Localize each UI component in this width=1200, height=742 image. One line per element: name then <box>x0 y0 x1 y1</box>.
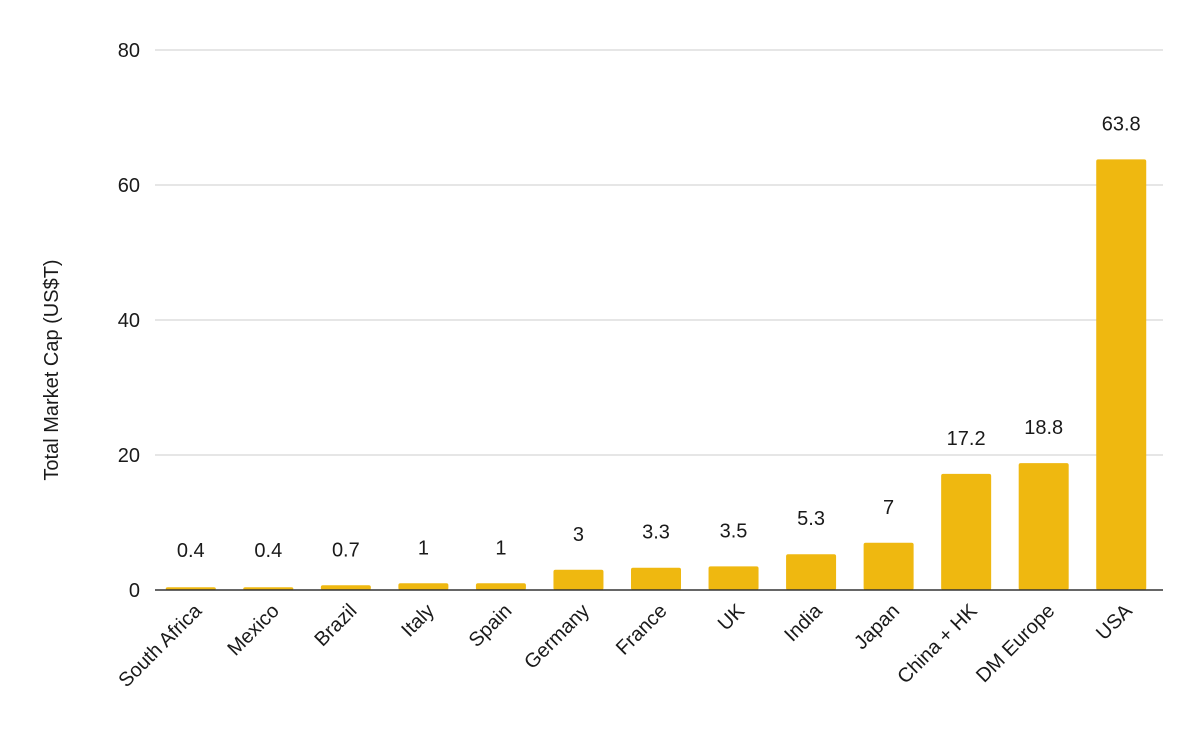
x-category-label: Germany <box>520 600 594 674</box>
data-label: 0.4 <box>254 540 282 562</box>
data-labels: 0.4 0.4 0.7 1 1 3 3.3 3.5 5.3 7 17.2 18.8 63.8 <box>177 113 1141 562</box>
y-tick-label: 0 <box>129 580 140 602</box>
y-tick-label: 20 <box>118 445 140 467</box>
data-label: 0.4 <box>177 540 205 562</box>
bar <box>553 569 604 590</box>
x-category-label: Brazil <box>310 600 361 651</box>
x-category-label: DM Europe <box>972 600 1059 687</box>
y-axis-ticks: 0 20 40 60 80 <box>118 40 140 602</box>
y-tick-label: 60 <box>118 175 140 197</box>
gridlines <box>155 49 1163 456</box>
y-tick-label: 40 <box>118 310 140 332</box>
x-category-label: Japan <box>850 600 904 654</box>
bar <box>398 583 449 590</box>
data-label: 17.2 <box>947 428 986 450</box>
y-tick-label: 80 <box>118 40 140 62</box>
y-axis-title: Total Market Cap (US$T) <box>41 259 63 480</box>
data-label: 1 <box>495 537 506 559</box>
data-label: 5.3 <box>797 508 825 530</box>
bar <box>320 585 371 590</box>
data-label: 3.3 <box>642 522 670 544</box>
x-category-label: India <box>780 599 827 646</box>
bar <box>475 583 526 590</box>
x-axis-category-labels: South Africa Mexico Brazil Italy Spain German… <box>114 599 1137 691</box>
bar <box>863 542 914 590</box>
bar <box>708 566 759 590</box>
x-category-label: China + HK <box>893 600 982 689</box>
x-category-label: Spain <box>465 600 517 652</box>
data-label: 1 <box>418 537 429 559</box>
bar <box>941 473 992 590</box>
data-label: 3.5 <box>720 520 748 542</box>
x-category-label: Mexico <box>223 600 283 660</box>
bars <box>165 159 1147 590</box>
data-label: 3 <box>573 524 584 546</box>
x-category-label: Italy <box>397 600 438 641</box>
data-label: 0.7 <box>332 539 360 561</box>
data-label: 63.8 <box>1102 113 1141 135</box>
data-label: 18.8 <box>1024 417 1063 439</box>
bar <box>1018 463 1069 590</box>
bar <box>786 554 837 590</box>
bar <box>631 567 681 590</box>
x-category-label: USA <box>1092 600 1137 645</box>
data-label: 7 <box>883 497 894 519</box>
bar <box>1096 159 1147 590</box>
x-category-label: France <box>612 600 672 660</box>
x-category-label: UK <box>714 600 750 636</box>
x-category-label: South Africa <box>114 599 206 691</box>
